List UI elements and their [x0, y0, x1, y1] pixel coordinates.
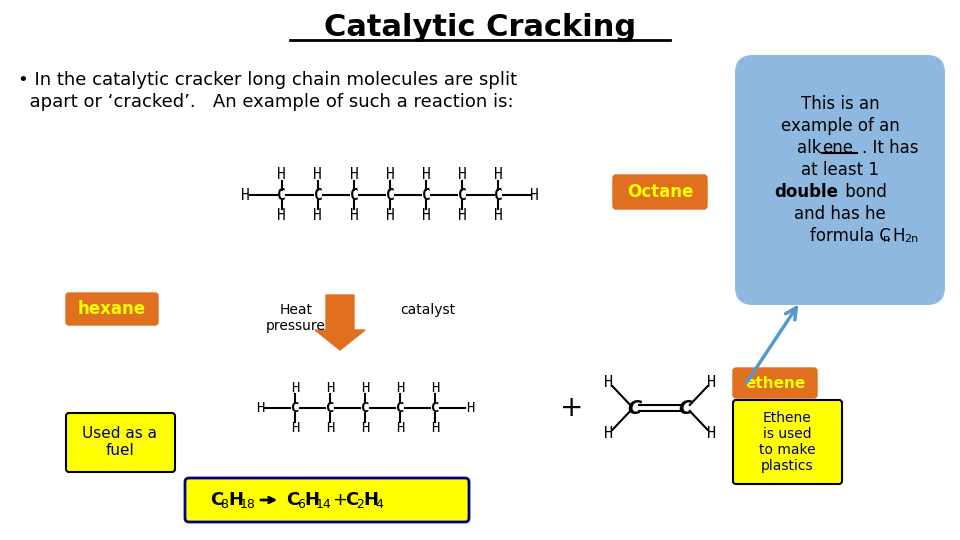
Text: bond: bond: [840, 183, 887, 201]
Text: Octane: Octane: [627, 183, 693, 201]
FancyArrow shape: [315, 295, 365, 350]
Text: C: C: [210, 491, 224, 509]
Text: H: H: [228, 491, 243, 509]
Text: H: H: [396, 381, 404, 395]
Text: C: C: [627, 399, 641, 417]
Text: H: H: [256, 401, 264, 415]
Text: at least 1: at least 1: [801, 161, 879, 179]
Text: catalyst: catalyst: [400, 303, 455, 317]
Text: H: H: [361, 381, 370, 395]
Text: 6: 6: [297, 497, 305, 510]
Text: H: H: [892, 227, 904, 245]
Text: 18: 18: [240, 497, 256, 510]
Text: H: H: [604, 426, 613, 441]
Text: H: H: [349, 167, 358, 181]
Text: C: C: [286, 491, 300, 509]
Text: H: H: [494, 208, 503, 224]
Text: Used as a
fuel: Used as a fuel: [83, 426, 157, 458]
Text: H: H: [396, 421, 404, 435]
Text: H: H: [458, 167, 467, 181]
Text: C: C: [345, 491, 358, 509]
FancyBboxPatch shape: [66, 413, 175, 472]
Text: H: H: [304, 491, 319, 509]
Text: H: H: [458, 208, 467, 224]
FancyBboxPatch shape: [735, 55, 945, 305]
Text: and has he: and has he: [794, 205, 886, 223]
Text: C: C: [396, 401, 404, 415]
Text: H: H: [325, 381, 334, 395]
Text: H: H: [466, 401, 474, 415]
Text: hexane: hexane: [78, 300, 146, 318]
Text: 4: 4: [375, 497, 383, 510]
Text: apart or ‘cracked’.   An example of such a reaction is:: apart or ‘cracked’. An example of such a…: [18, 93, 514, 111]
Text: formula C: formula C: [810, 227, 891, 245]
Text: H: H: [431, 381, 439, 395]
Text: Heat
pressure: Heat pressure: [266, 303, 326, 333]
Text: H: H: [349, 208, 358, 224]
FancyBboxPatch shape: [185, 478, 469, 522]
Text: This is an: This is an: [801, 95, 879, 113]
Text: n: n: [883, 234, 890, 244]
Text: H: H: [494, 167, 503, 181]
Text: +: +: [561, 394, 584, 422]
Text: H: H: [291, 381, 300, 395]
Text: C: C: [291, 401, 300, 415]
Text: 8: 8: [220, 497, 228, 510]
Text: H: H: [421, 208, 430, 224]
Text: H: H: [363, 491, 378, 509]
Text: C: C: [313, 187, 323, 202]
Text: H: H: [707, 426, 716, 441]
Text: C: C: [431, 401, 439, 415]
Text: ethene: ethene: [745, 375, 805, 390]
Text: Catalytic Cracking: Catalytic Cracking: [324, 14, 636, 43]
Text: 14: 14: [316, 497, 332, 510]
Text: H: H: [530, 187, 539, 202]
Text: double: double: [774, 183, 838, 201]
Text: H: H: [421, 167, 430, 181]
Text: +: +: [332, 491, 347, 509]
Text: H: H: [604, 375, 613, 390]
Text: 2n: 2n: [904, 234, 919, 244]
Text: H: H: [313, 208, 323, 224]
FancyBboxPatch shape: [66, 293, 158, 325]
Text: H: H: [277, 167, 286, 181]
Text: example of an: example of an: [780, 117, 900, 135]
Text: C: C: [679, 399, 693, 417]
Text: H: H: [313, 167, 323, 181]
Text: C: C: [421, 187, 430, 202]
Text: H: H: [277, 208, 286, 224]
Text: H: H: [325, 421, 334, 435]
FancyBboxPatch shape: [613, 175, 707, 209]
Text: H: H: [386, 208, 395, 224]
Text: ene: ene: [822, 139, 853, 157]
Text: C: C: [277, 187, 286, 202]
Text: C: C: [361, 401, 370, 415]
Text: 2: 2: [356, 497, 364, 510]
Text: H: H: [291, 421, 300, 435]
Text: . It has: . It has: [862, 139, 919, 157]
Text: C: C: [325, 401, 334, 415]
Text: H: H: [707, 375, 716, 390]
FancyBboxPatch shape: [733, 400, 842, 484]
Text: C: C: [386, 187, 395, 202]
Text: H: H: [386, 167, 395, 181]
Text: Ethene
is used
to make
plastics: Ethene is used to make plastics: [758, 411, 815, 473]
Text: H: H: [361, 421, 370, 435]
FancyBboxPatch shape: [733, 368, 817, 398]
Text: alk: alk: [798, 139, 822, 157]
Text: H: H: [241, 187, 250, 202]
Text: C: C: [349, 187, 358, 202]
Text: • In the catalytic cracker long chain molecules are split: • In the catalytic cracker long chain mo…: [18, 71, 517, 89]
Text: H: H: [431, 421, 439, 435]
Text: C: C: [494, 187, 503, 202]
Text: C: C: [458, 187, 467, 202]
